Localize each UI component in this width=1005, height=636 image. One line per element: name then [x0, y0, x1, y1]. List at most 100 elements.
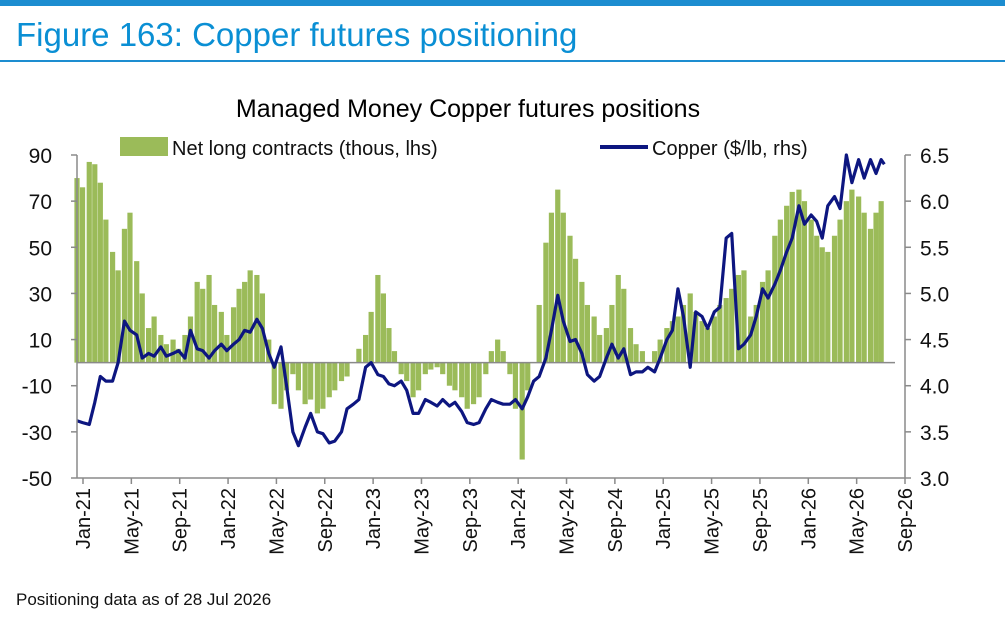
copper-line-path [76, 153, 886, 448]
x-axis-tick-labels: Jan-21 May-21 Sep-21 Jan-22 May-22 Sep-22 Jan-… [73, 478, 917, 555]
x-tick-label-14: Sep-25 [750, 488, 772, 553]
net-long-bar-59 [428, 362, 434, 370]
net-long-bar-91 [621, 288, 627, 363]
net-long-bar-23 [211, 304, 218, 363]
right-tick-label-5: 4.0 [920, 376, 949, 399]
net-long-bar-125 [825, 251, 831, 363]
net-long-bar-116 [772, 235, 778, 363]
net-long-bar-60 [434, 362, 440, 368]
x-tick-label-2: Sep-21 [170, 488, 192, 553]
legend: Net long contracts (thous, lhs) Copper (… [120, 137, 808, 160]
net-long-bar-117 [777, 219, 783, 363]
legend-bar-swatch [120, 137, 168, 156]
net-long-bar-24 [218, 311, 224, 363]
net-long-bar-70 [495, 339, 501, 363]
net-long-bar-17 [176, 348, 182, 363]
net-long-bar-63 [452, 362, 458, 391]
net-long-bar-9 [127, 212, 133, 363]
net-long-bar-132 [867, 228, 874, 363]
net-long-bar-51 [380, 293, 386, 363]
net-long-bar-4 [97, 182, 103, 363]
net-long-bar-38 [302, 362, 308, 405]
figure-title: Figure 163: Copper futures positioning [16, 16, 578, 53]
footnote: Positioning data as of 28 Jul 2026 [16, 590, 272, 609]
figure-title-rule [0, 60, 1005, 62]
net-long-bar-107 [717, 304, 723, 363]
net-long-bar-109 [729, 288, 735, 363]
net-long-bar-114 [759, 281, 766, 363]
legend-line-label: Copper ($/lb, rhs) [652, 138, 808, 160]
x-tick-label-8: Sep-23 [460, 488, 482, 553]
net-long-bar-102 [687, 293, 693, 363]
net-long-bar-68 [483, 362, 489, 375]
net-long-bar-55 [404, 362, 410, 382]
net-long-bar-34 [278, 362, 284, 409]
net-long-bar-129 [849, 189, 855, 363]
net-long-bar-85 [584, 304, 591, 363]
net-long-bar-99 [669, 321, 676, 363]
x-tick-label-4: May-22 [266, 488, 288, 555]
chart-title: Managed Money Copper futures positions [236, 95, 700, 123]
net-long-bar-43 [332, 362, 338, 391]
x-tick-label-15: Jan-26 [798, 488, 820, 549]
net-long-bar-48 [363, 334, 369, 363]
x-tick-label-6: Jan-23 [363, 488, 385, 549]
net-long-bar-126 [831, 235, 838, 363]
net-long-bar-47 [356, 348, 362, 363]
net-long-bar-19 [187, 316, 194, 363]
net-long-bar-108 [723, 298, 729, 363]
net-long-bar-88 [603, 328, 609, 363]
net-long-bar-81 [560, 212, 566, 363]
net-long-bar-90 [615, 274, 621, 363]
net-long-bar-44 [338, 362, 345, 382]
net-long-bar-121 [801, 201, 808, 363]
legend-bar-label: Net long contracts (thous, lhs) [172, 138, 438, 160]
net-long-bar-124 [819, 247, 825, 363]
net-long-bar-78 [543, 242, 549, 363]
net-long-bar-112 [748, 316, 754, 363]
left-tick-label-5: -10 [22, 376, 52, 399]
net-long-bar-54 [398, 362, 404, 375]
left-tick-label-0: 90 [29, 145, 52, 168]
x-tick-label-5: Sep-22 [315, 488, 337, 553]
net-long-bar-127 [837, 219, 843, 363]
net-long-bar-72 [507, 362, 513, 375]
net-long-bar-57 [415, 362, 422, 391]
net-long-bar-29 [247, 270, 253, 363]
net-long-bar-56 [410, 362, 416, 398]
net-long-bar-97 [657, 339, 663, 363]
net-long-bar-49 [368, 311, 374, 363]
net-long-bar-53 [391, 351, 398, 363]
net-long-bar-1 [79, 187, 86, 363]
net-long-bar-79 [548, 212, 555, 363]
net-long-bar-28 [242, 281, 248, 363]
net-long-bar-61 [440, 362, 446, 375]
net-long-bar-123 [814, 235, 820, 363]
net-long-bar-20 [194, 281, 200, 363]
net-long-bar-10 [134, 261, 140, 363]
net-long-bar-16 [170, 339, 176, 363]
net-long-bar-111 [741, 270, 747, 363]
net-long-bar-98 [664, 328, 670, 363]
net-long-bar-87 [597, 334, 603, 363]
right-tick-label-4: 4.5 [920, 330, 949, 353]
net-long-bars [74, 161, 884, 460]
x-tick-label-3: Jan-22 [218, 488, 240, 549]
x-tick-label-16: May-26 [847, 488, 869, 555]
net-long-bar-6 [109, 251, 116, 363]
right-tick-label-6: 3.5 [920, 422, 949, 445]
net-long-bar-2 [86, 161, 92, 363]
left-tick-label-3: 30 [29, 283, 52, 306]
axes [76, 155, 906, 479]
net-long-bar-105 [705, 328, 711, 363]
right-tick-label-2: 5.5 [920, 237, 949, 260]
net-long-bar-74 [519, 362, 525, 460]
net-long-bar-75 [525, 362, 531, 391]
net-long-bar-36 [290, 362, 296, 375]
net-long-bar-22 [206, 274, 212, 363]
net-long-bar-133 [873, 212, 879, 363]
net-long-bar-100 [675, 316, 681, 363]
net-long-bar-18 [182, 334, 188, 363]
net-long-bar-96 [652, 351, 658, 363]
net-long-bar-45 [344, 362, 350, 377]
